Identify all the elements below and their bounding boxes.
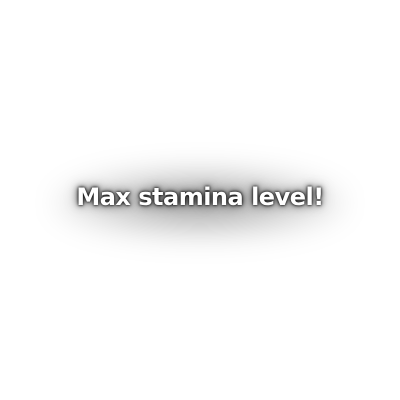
stamina-notification-text: Max stamina level! [76, 183, 324, 211]
notification-glow [55, 168, 345, 238]
